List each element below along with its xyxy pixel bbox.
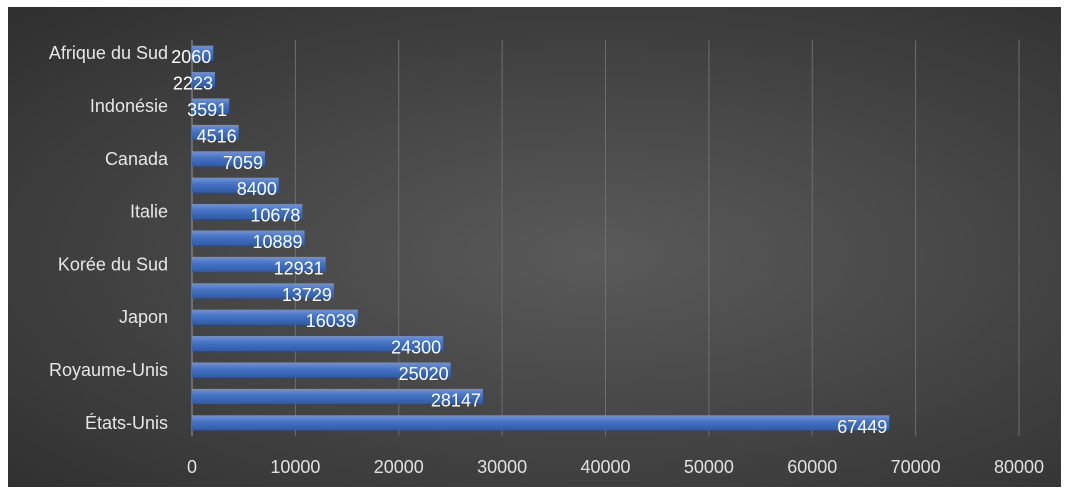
bar <box>192 177 279 193</box>
bars <box>192 45 890 431</box>
x-tick-label: 0 <box>187 457 197 477</box>
data-label: 8400 <box>237 179 277 199</box>
data-label: 13729 <box>282 285 332 305</box>
bar <box>192 72 215 88</box>
x-tick-label: 10000 <box>270 457 320 477</box>
data-label: 16039 <box>306 311 356 331</box>
x-tick-label: 60000 <box>787 457 837 477</box>
bar <box>192 230 305 246</box>
x-tick-label: 70000 <box>891 457 941 477</box>
category-label: Afrique du Sud <box>49 43 168 63</box>
bar <box>192 309 358 325</box>
data-label: 2223 <box>173 74 213 94</box>
bar <box>192 256 326 272</box>
data-label: 2060 <box>171 47 211 67</box>
data-label: 67449 <box>837 417 887 437</box>
x-tick-label: 50000 <box>684 457 734 477</box>
bar <box>192 45 214 61</box>
bar <box>192 98 230 114</box>
category-label: Italie <box>130 202 168 222</box>
data-label: 10678 <box>250 206 300 226</box>
chart-background <box>8 7 1061 487</box>
category-label: Royaume-Unis <box>49 360 168 380</box>
bar <box>192 362 451 378</box>
bar <box>192 151 265 167</box>
data-label: 12931 <box>274 258 324 278</box>
bar <box>192 415 890 431</box>
data-labels: 67449 28147 25020 24300 16039 13729 12931 10889… <box>171 47 887 437</box>
bar <box>192 204 303 220</box>
category-label: Korée du Sud <box>58 254 168 274</box>
data-label: 4516 <box>197 126 237 146</box>
x-tick-label: 40000 <box>580 457 630 477</box>
data-label: 3591 <box>187 100 227 120</box>
x-tick-labels: 0 10000 20000 30000 40000 50000 60000 70000 8000… <box>187 457 1044 477</box>
x-tick-label: 80000 <box>994 457 1044 477</box>
category-label: Canada <box>105 149 169 169</box>
x-tick-label: 20000 <box>374 457 424 477</box>
data-label: 7059 <box>223 153 263 173</box>
category-label: Japon <box>119 307 168 327</box>
category-label: États-Unis <box>85 413 168 433</box>
bar <box>192 388 483 404</box>
data-label: 28147 <box>431 390 481 410</box>
x-tick-label: 30000 <box>477 457 527 477</box>
bar <box>192 336 444 352</box>
category-label: Indonésie <box>90 96 168 116</box>
data-label: 10889 <box>253 232 303 252</box>
data-label: 24300 <box>391 338 441 358</box>
data-label: 25020 <box>399 364 449 384</box>
bar <box>192 124 239 140</box>
bar <box>192 283 334 299</box>
category-labels: États-Unis Royaume-Unis Japon Korée du Sud I… <box>49 43 169 433</box>
